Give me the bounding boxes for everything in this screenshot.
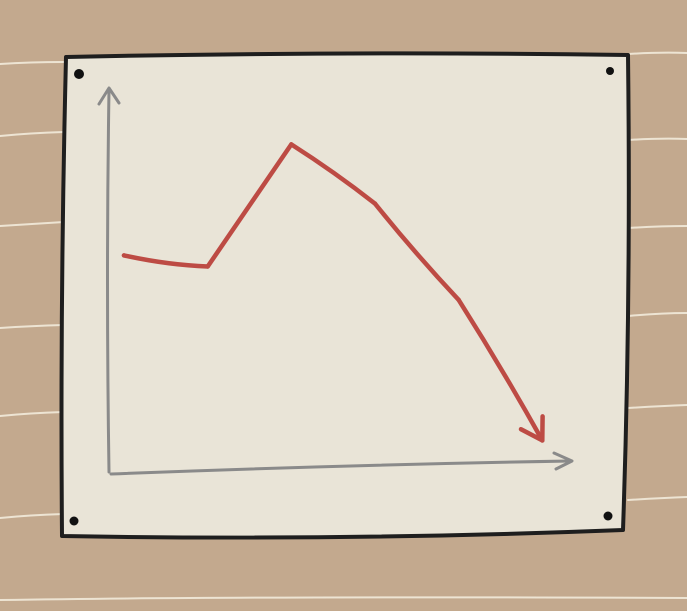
y-axis-line	[106, 88, 111, 474]
data-point	[289, 142, 294, 147]
plank-line	[627, 404, 687, 409]
y-axis-arrowhead	[97, 86, 121, 106]
wall-plank-lines	[0, 51, 687, 601]
plank-line	[627, 496, 687, 501]
data-point	[372, 201, 378, 206]
plank-line	[0, 324, 65, 329]
pin-bottom-right	[603, 511, 613, 521]
plank-line	[0, 61, 65, 65]
series-arrowhead	[518, 414, 545, 443]
plank-line	[0, 221, 65, 227]
plank-line	[0, 411, 65, 417]
plank-line	[627, 312, 687, 317]
plank-line	[627, 51, 687, 55]
paper-sheet	[59, 51, 631, 540]
plot-area	[121, 142, 545, 443]
plank-line	[627, 137, 687, 141]
plank-line	[627, 225, 687, 229]
data-point	[121, 253, 127, 258]
plank-line	[0, 131, 65, 137]
x-axis	[109, 451, 574, 476]
pin-top-left	[74, 69, 84, 79]
x-axis-arrowhead	[552, 451, 574, 471]
data-point	[456, 297, 461, 302]
y-axis	[97, 86, 121, 474]
plank-line	[0, 513, 65, 519]
plank-line	[0, 596, 687, 601]
pin-top-right	[606, 67, 614, 75]
data-point	[205, 264, 210, 269]
x-axis-line	[109, 459, 572, 476]
pin-bottom-left	[69, 516, 79, 526]
